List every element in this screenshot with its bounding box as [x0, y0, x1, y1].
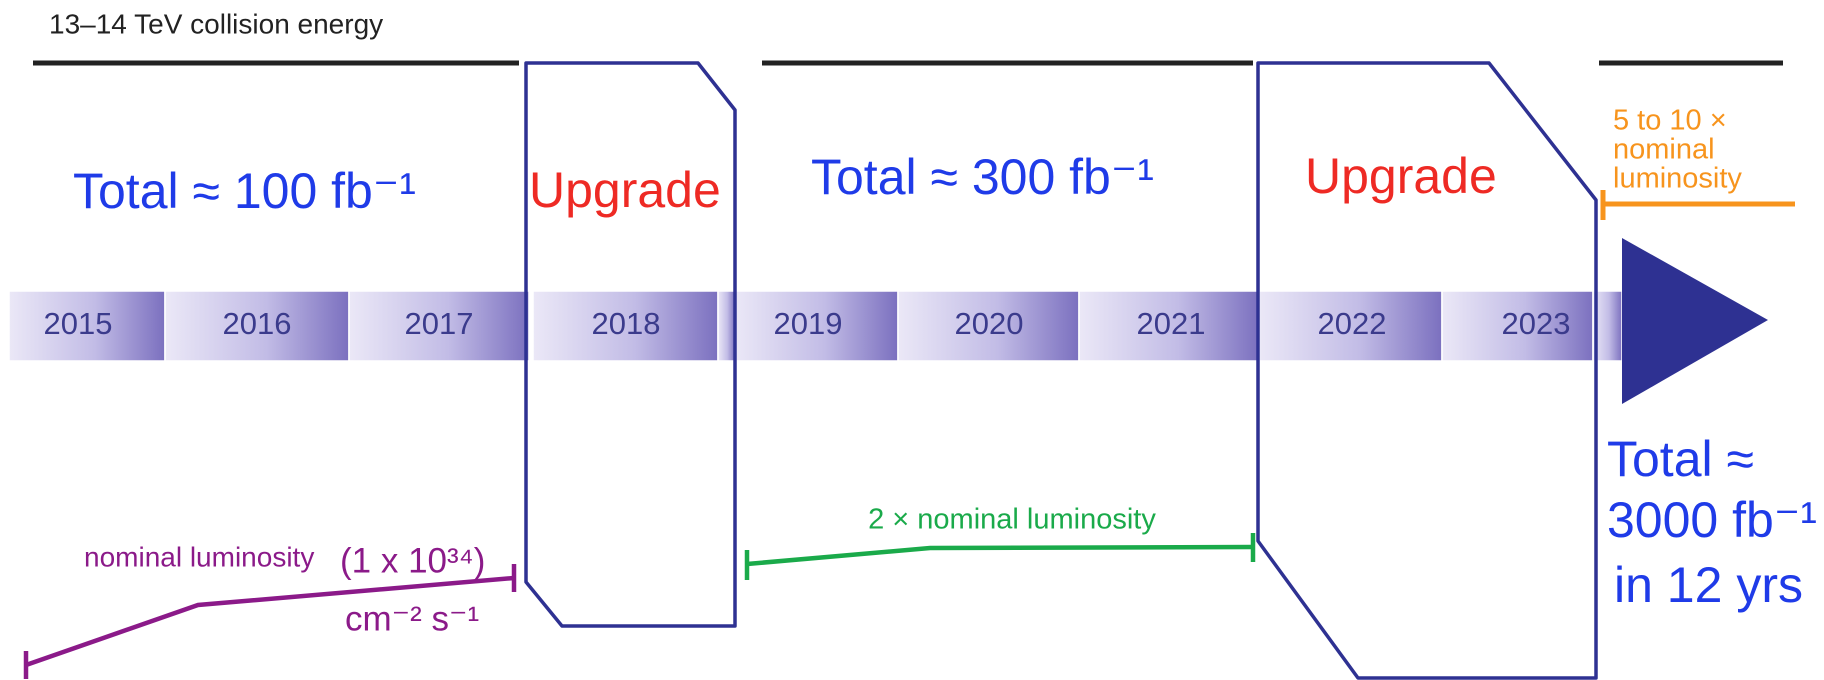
final-total: Total ≈	[1607, 431, 1754, 487]
timeline-bar	[8, 238, 1768, 404]
upgrade-box	[524, 61, 737, 628]
run2-lumi-line	[744, 533, 1256, 580]
phase-total: Total ≈ 300 fb⁻¹	[811, 149, 1154, 205]
upgrade-label: Upgrade	[1305, 148, 1497, 204]
year: 2018	[592, 306, 661, 341]
upgrade-label: Upgrade	[529, 162, 721, 218]
final-total: in 12 yrs	[1614, 557, 1803, 613]
future-lumi: luminosity	[1613, 163, 1742, 195]
future-lumi-line	[1600, 190, 1795, 220]
future-lumi: nominal	[1613, 134, 1715, 166]
year: 2022	[1318, 306, 1387, 341]
year: 2017	[405, 306, 474, 341]
phase-total: Total ≈ 100 fb⁻¹	[73, 163, 416, 219]
year: 2021	[1137, 306, 1206, 341]
run1-lumi: nominal luminosity	[84, 541, 314, 572]
run2-lumi: 2 × nominal luminosity	[868, 504, 1156, 536]
year: 2023	[1502, 306, 1571, 341]
year: 2016	[223, 306, 292, 341]
run1-lumi-value: (1 x 10³⁴)	[340, 541, 485, 580]
year: 2015	[44, 306, 113, 341]
future-lumi: 5 to 10 ×	[1613, 105, 1727, 137]
upgrade-box	[1256, 61, 1598, 680]
final-total: 3000 fb⁻¹	[1607, 492, 1817, 548]
title: 13–14 TeV collision energy	[49, 8, 383, 39]
run1-lumi-unit: cm⁻² s⁻¹	[345, 599, 479, 638]
year: 2020	[955, 306, 1024, 341]
year: 2019	[774, 306, 843, 341]
run1-lumi-line	[23, 564, 517, 679]
